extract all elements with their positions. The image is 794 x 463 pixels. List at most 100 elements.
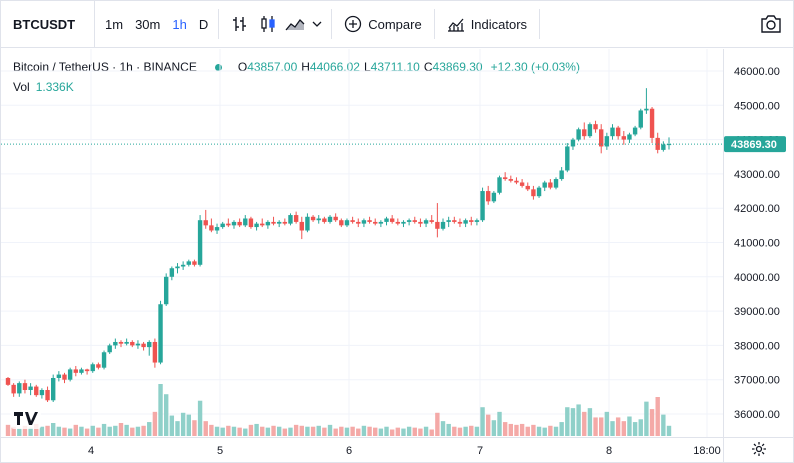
volume-bar — [361, 425, 367, 436]
candle-body — [107, 345, 112, 353]
volume-bar — [570, 408, 576, 436]
volume-bar — [661, 414, 666, 436]
interval-1m[interactable]: 1m — [105, 16, 124, 32]
volume-bar — [632, 422, 638, 436]
indicators-button[interactable]: Indicators — [441, 1, 533, 48]
low-label: L — [363, 60, 371, 74]
price-tick-label: 42000.00 — [734, 203, 780, 215]
volume-bar — [186, 414, 191, 436]
interval-d[interactable]: D — [198, 16, 209, 32]
candle-body — [474, 220, 480, 222]
candle-body — [84, 369, 90, 372]
volume-bar — [474, 426, 480, 436]
interval-30m[interactable]: 30m — [135, 16, 161, 32]
candle-body — [147, 341, 152, 348]
candle-body — [621, 136, 627, 140]
volume-bar — [310, 426, 316, 436]
volume-bar — [56, 426, 62, 436]
candle-body — [519, 182, 525, 186]
close-label: C — [423, 60, 433, 74]
candle-body — [124, 341, 129, 344]
candle-body — [293, 215, 299, 222]
candle-body — [378, 221, 384, 224]
interval-1h[interactable]: 1h — [172, 16, 187, 32]
toolbar-divider — [539, 9, 541, 39]
bars-style-button[interactable] — [225, 1, 255, 48]
volume-bar — [265, 427, 271, 436]
candle-body — [214, 227, 220, 231]
candle-body — [406, 220, 412, 222]
volume-bar — [226, 425, 231, 436]
candle-body — [271, 221, 276, 224]
volume-bar — [299, 425, 304, 436]
price-tick-label: 40000.00 — [734, 272, 780, 284]
volume-bar — [599, 417, 604, 436]
toolbar-divider — [218, 9, 220, 39]
candle-body — [661, 144, 666, 150]
volume-bar — [276, 426, 282, 436]
price-tick-label: 37000.00 — [734, 375, 780, 387]
candle-body — [356, 221, 361, 224]
compare-label: Compare — [368, 16, 422, 32]
time-axis[interactable]: 4 5 6 7 8 18:00 — [88, 445, 721, 457]
candle-body — [152, 341, 158, 363]
gear-icon[interactable] — [751, 441, 767, 457]
price-axis[interactable]: 46000.0045000.0044000.0043000.0042000.00… — [734, 66, 780, 421]
candle-body — [502, 177, 508, 180]
volume-bar — [429, 429, 434, 436]
candle-body — [73, 369, 78, 373]
candle-body — [163, 276, 169, 305]
candle-body — [649, 108, 655, 138]
candle-body — [497, 177, 502, 193]
volume-bar — [118, 423, 124, 436]
chevron-down-icon — [312, 21, 322, 27]
candle-body — [531, 189, 536, 197]
candle-body — [593, 124, 598, 130]
candle-body — [288, 215, 293, 224]
chart-style-dropdown[interactable] — [309, 1, 325, 48]
area-style-button[interactable] — [281, 1, 309, 48]
candle-body — [67, 369, 73, 380]
volume-bar — [666, 425, 672, 436]
volume-bar — [169, 415, 175, 436]
candle-body — [604, 136, 610, 147]
candle-body — [542, 182, 547, 188]
candle-body — [101, 352, 107, 368]
symbol-search[interactable]: BTCUSDT — [1, 0, 95, 48]
candle-body — [327, 216, 333, 222]
volume-bar — [350, 426, 355, 436]
volume-bar — [34, 423, 39, 436]
candle-body — [169, 268, 175, 277]
volume-bar — [435, 412, 440, 436]
volume-bar — [525, 426, 530, 436]
candle-body — [599, 129, 604, 147]
volume-bar — [463, 426, 468, 436]
volume-bar — [610, 421, 615, 436]
volume-bar — [282, 428, 288, 436]
volume-bar — [22, 425, 28, 436]
volume-bar — [604, 411, 610, 436]
volume-label[interactable]: Vol — [13, 80, 30, 94]
candle-body — [452, 220, 457, 222]
compare-button[interactable]: Compare — [338, 1, 427, 48]
candles-style-button[interactable] — [255, 1, 281, 48]
price-tick-label: 36000.00 — [734, 409, 780, 421]
volume-bar — [356, 428, 361, 436]
candle-body — [130, 341, 135, 346]
volume-bar — [62, 427, 67, 436]
last-price-label: 43869.30 — [731, 139, 777, 151]
camera-icon[interactable] — [759, 13, 783, 35]
tradingview-logo-icon[interactable] — [11, 407, 41, 429]
candlestick-series — [5, 88, 672, 402]
volume-bar — [152, 411, 158, 436]
candle-body — [412, 220, 417, 222]
legend-volume-row: Vol 1.336K — [13, 77, 580, 97]
volume-bar — [412, 427, 417, 436]
price-tick-label: 46000.00 — [734, 66, 780, 78]
price-chart[interactable]: 46000.0045000.0044000.0043000.0042000.00… — [1, 49, 794, 463]
volume-bar — [79, 426, 84, 436]
candle-body — [553, 179, 559, 188]
candle-body — [180, 264, 186, 267]
volume-bar — [638, 419, 643, 436]
candle-body — [389, 218, 395, 222]
